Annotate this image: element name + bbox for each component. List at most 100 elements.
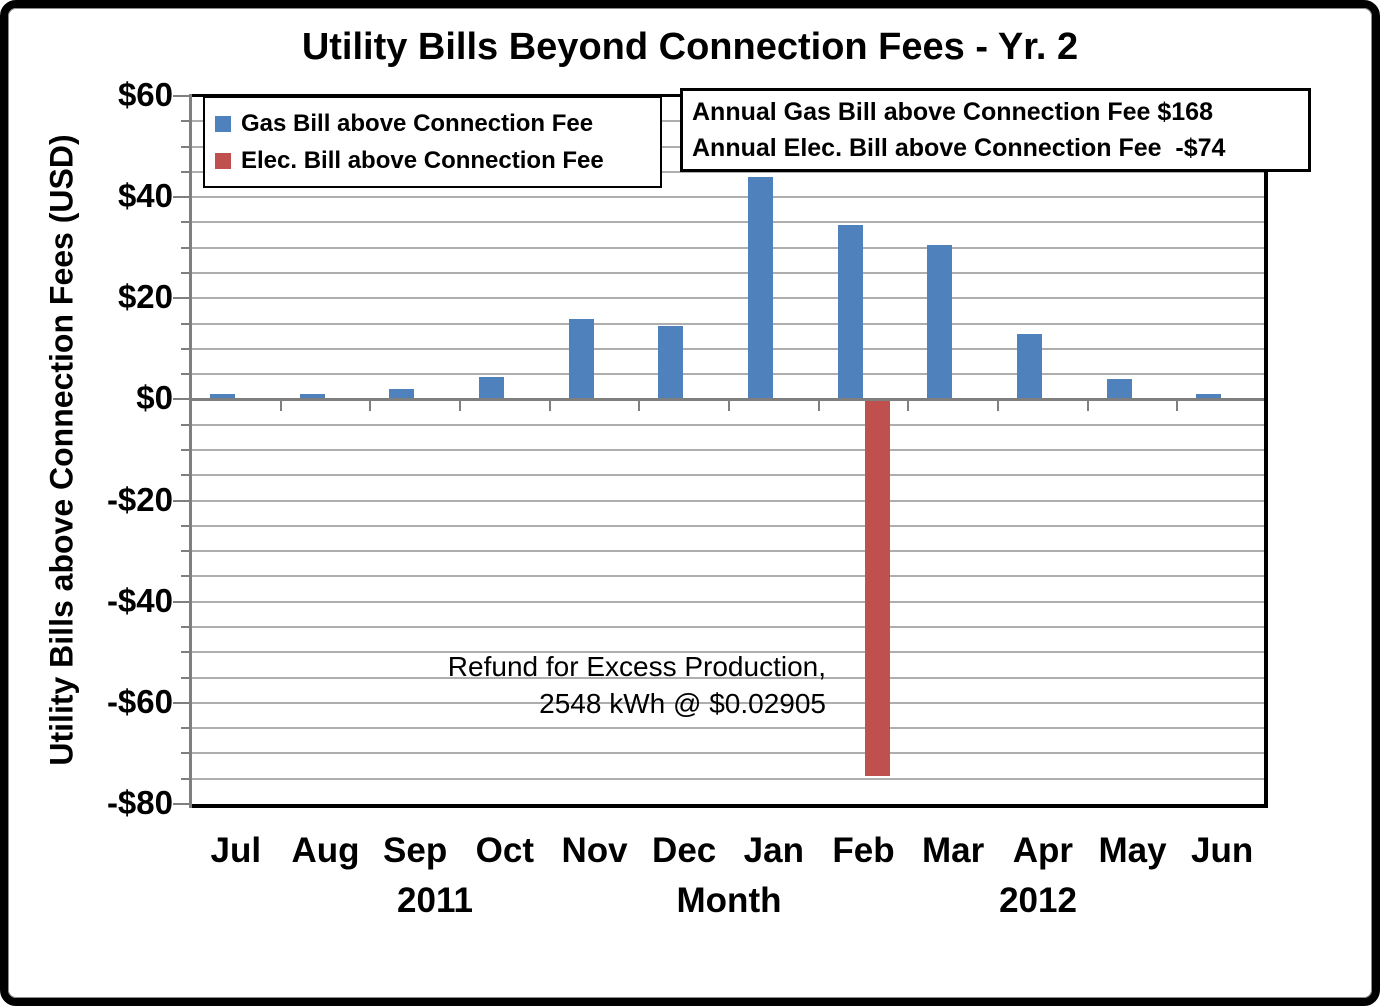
y-minor-tick	[181, 221, 189, 224]
y-minor-tick	[181, 524, 189, 527]
gas-bar-jan	[747, 176, 773, 400]
y-minor-tick	[181, 246, 189, 249]
y-minor-tick	[181, 474, 189, 477]
x-axis-tick	[817, 399, 820, 412]
legend-label: Elec. Bill above Connection Fee	[241, 146, 604, 174]
gas-bar-jul	[209, 394, 235, 400]
gridline	[192, 449, 1264, 451]
gridline	[192, 196, 1264, 199]
y-tick-label: -$80	[106, 784, 173, 821]
month-label-aug: Aug	[291, 831, 360, 870]
gas-bar-dec	[658, 326, 684, 400]
gas-bar-may	[1106, 379, 1132, 400]
y-major-tick	[173, 398, 189, 401]
gridline	[192, 651, 1264, 654]
y-minor-tick	[181, 373, 189, 376]
plot-border-bottom	[191, 804, 1268, 808]
gridline	[192, 626, 1264, 628]
y-tick-label: $0	[136, 379, 173, 417]
x-axis-tick	[459, 399, 461, 412]
y-minor-tick	[181, 449, 189, 451]
refund-annotation-line1: Refund for Excess Production,	[447, 651, 826, 682]
y-tick-label: -$60	[106, 682, 173, 720]
y-minor-tick	[181, 727, 189, 730]
y-minor-tick	[181, 170, 189, 173]
legend-item: Gas Bill above Connection Fee	[215, 105, 650, 142]
gridline	[192, 752, 1264, 755]
y-tick-label: -$40	[106, 581, 173, 619]
y-major-tick	[173, 701, 189, 704]
y-minor-tick	[181, 752, 189, 755]
gas-bar-jun	[1196, 394, 1222, 400]
legend: Gas Bill above Connection Fee Elec. Bill …	[203, 96, 662, 188]
month-label-nov: Nov	[561, 831, 628, 870]
x-axis-tick	[1176, 399, 1179, 412]
gridline	[192, 701, 1264, 704]
month-label-jun: Jun	[1191, 831, 1254, 870]
month-label-oct: Oct	[475, 831, 534, 870]
legend-item: Elec. Bill above Connection Fee	[215, 142, 650, 179]
y-minor-tick	[181, 145, 189, 148]
month-label-sep: Sep	[383, 831, 448, 870]
gridline	[192, 423, 1264, 426]
x-axis-tick	[279, 399, 282, 412]
y-tick-label: $60	[117, 76, 173, 113]
gas-bar-feb	[837, 224, 863, 400]
gridline	[192, 676, 1264, 679]
x-axis-tick	[548, 399, 551, 412]
y-minor-tick	[181, 777, 189, 780]
y-major-tick	[173, 297, 189, 300]
legend-swatch-icon	[215, 115, 231, 132]
plot-border-right	[1264, 94, 1268, 808]
y-minor-tick	[181, 272, 189, 274]
gridline	[192, 246, 1264, 249]
y-minor-tick	[181, 347, 189, 350]
y-minor-tick	[181, 626, 189, 628]
month-label-apr: Apr	[1012, 831, 1073, 870]
gridline	[192, 272, 1264, 274]
gridline	[192, 524, 1264, 527]
month-label-feb: Feb	[832, 831, 895, 870]
elec-bar-feb	[864, 401, 890, 776]
x-axis-tick	[907, 399, 910, 412]
gas-bar-sep	[389, 389, 415, 400]
gridline	[192, 297, 1264, 300]
gridline	[192, 373, 1264, 376]
annual-summary-box: Annual Gas Bill above Connection Fee $16…	[680, 88, 1311, 172]
gridline	[192, 474, 1264, 477]
x-axis-tick	[1086, 399, 1089, 412]
y-axis-title: Utility Bills above Connection Fees (USD…	[43, 134, 80, 766]
year-label-2012: 2012	[999, 881, 1077, 920]
gridline	[192, 575, 1264, 578]
x-axis-tick	[728, 399, 730, 412]
x-axis-title: Month	[676, 881, 782, 920]
month-label-mar: Mar	[922, 831, 985, 870]
month-label-jan: Jan	[743, 831, 804, 870]
gas-bar-nov	[568, 318, 594, 400]
y-minor-tick	[181, 651, 189, 654]
y-major-tick	[173, 600, 189, 603]
gas-bar-oct	[478, 376, 504, 400]
legend-swatch-icon	[215, 152, 231, 169]
y-minor-tick	[181, 676, 189, 679]
refund-annotation-line2: 2548 kWh @ $0.02905	[539, 688, 826, 719]
refund-annotation: Refund for Excess Production, 2548 kWh @…	[448, 648, 826, 722]
gas-bar-aug	[299, 394, 325, 400]
y-tick-label: -$20	[106, 480, 173, 518]
gas-bar-apr	[1016, 333, 1042, 400]
y-tick-label: $40	[117, 177, 173, 215]
gridline	[192, 777, 1264, 780]
gridline	[192, 727, 1264, 730]
gridline	[192, 221, 1264, 224]
y-major-tick	[173, 803, 189, 805]
chart-title: Utility Bills Beyond Connection Fees - Y…	[301, 26, 1079, 68]
gas-bar-mar	[927, 245, 953, 400]
y-minor-tick	[181, 423, 189, 426]
y-major-tick	[173, 95, 189, 97]
x-axis-tick	[638, 399, 641, 412]
month-label-jul: Jul	[210, 831, 262, 870]
gridline	[192, 550, 1264, 553]
y-minor-tick	[181, 322, 189, 325]
month-label-dec: Dec	[652, 831, 717, 870]
